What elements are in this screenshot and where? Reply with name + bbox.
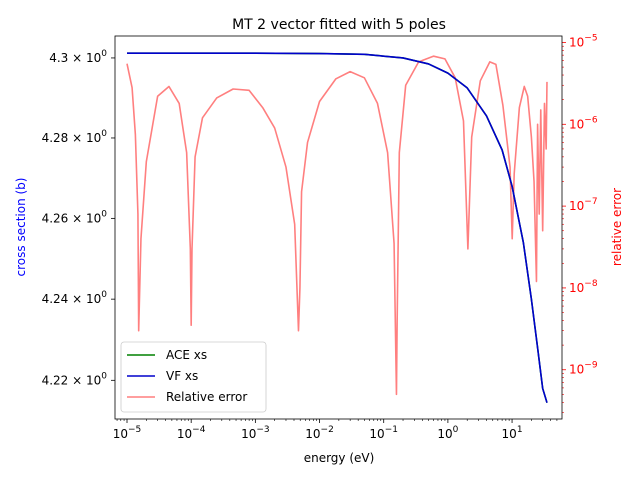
x-tick-label: 101 [502, 425, 523, 441]
y-left-tick-label: 4.24 × 100 [42, 290, 108, 306]
legend-box [120, 341, 267, 413]
y-left-tick-label: 4.26 × 100 [42, 209, 108, 225]
y-axis-left-label: cross section (b) [14, 178, 28, 277]
x-tick-label: 10−3 [241, 425, 270, 441]
x-axis-label: energy (eV) [304, 451, 375, 465]
x-tick-label: 10−2 [305, 425, 334, 441]
x-tick-label: 10−5 [113, 425, 142, 441]
y-left-tick-label: 4.28 × 100 [42, 129, 108, 145]
y-axis-right-label: relative error [610, 188, 624, 266]
y-right-tick-label: 10−9 [569, 361, 598, 377]
y-right-tick-label: 10−5 [569, 33, 598, 49]
y-right-tick-label: 10−7 [569, 197, 598, 213]
legend-label-ace-xs: ACE xs [166, 348, 207, 362]
series-line-vf-xs [127, 52, 548, 403]
axis-ticks: 10−5 10−4 10−3 10−2 10−1 100 101 4.22 × 100 4.24… [42, 33, 598, 441]
legend-label-vf-xs: VF xs [166, 369, 198, 383]
y-right-tick-label: 10−6 [569, 115, 598, 131]
x-tick-label: 10−1 [369, 425, 398, 441]
y-left-tick-label: 4.22 × 100 [42, 371, 108, 387]
y-left-tick-label: 4.3 × 100 [49, 49, 107, 65]
legend-label-relative-error: Relative error [166, 390, 247, 404]
plot-frame [114, 35, 563, 420]
series-line-relative-error [126, 55, 548, 396]
legend: ACE xs VF xs Relative error [120, 341, 267, 413]
chart-title: MT 2 vector fitted with 5 poles [232, 17, 446, 33]
y-right-tick-label: 10−8 [569, 279, 598, 295]
plot-area [126, 52, 548, 403]
x-tick-label: 10−4 [177, 425, 206, 441]
x-tick-label: 100 [437, 425, 458, 441]
